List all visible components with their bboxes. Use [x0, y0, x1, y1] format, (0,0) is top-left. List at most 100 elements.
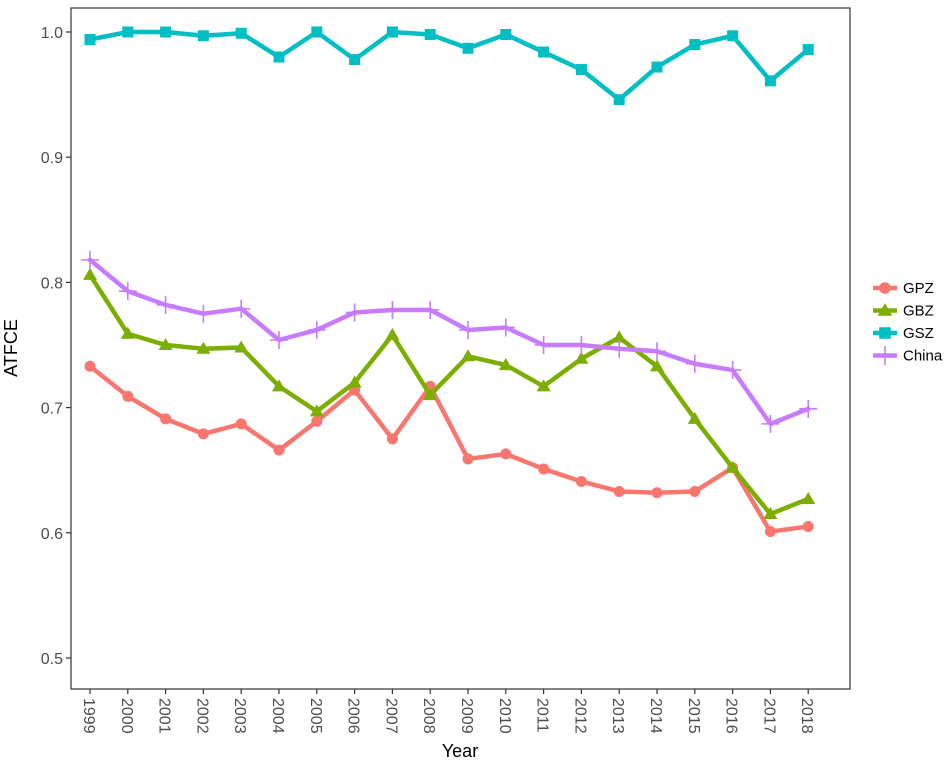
data-point-gsz	[311, 26, 323, 38]
x-axis: 1999 2000 2001 2002 2003 2004 2005 2006 2007 2008…	[80, 689, 815, 734]
x-tick-label: 2003	[231, 698, 248, 734]
series-china	[81, 250, 818, 433]
series-line-china	[87, 257, 811, 427]
series-layer	[81, 26, 818, 538]
data-point-gpz	[122, 390, 134, 402]
data-point-gbz	[650, 359, 664, 372]
data-point-china	[232, 299, 251, 318]
data-point-gsz	[122, 26, 134, 38]
data-point-gpz	[689, 485, 701, 497]
data-point-gsz	[160, 26, 172, 38]
data-point-gsz	[424, 29, 436, 41]
y-tick-label: 0.9	[41, 150, 63, 167]
x-axis-title: Year	[442, 741, 478, 761]
data-point-gsz	[613, 94, 625, 106]
y-tick-label: 0.7	[41, 401, 63, 418]
data-point-gsz	[84, 34, 96, 46]
series-line-gbz	[87, 272, 811, 517]
legend-label-gbz: GBZ	[903, 303, 934, 320]
x-tick-label: 2010	[496, 698, 513, 734]
data-point-gpz	[311, 415, 323, 427]
data-point-gbz	[272, 379, 286, 392]
data-point-gpz	[160, 413, 172, 425]
data-point-gbz	[83, 267, 97, 280]
x-tick-label: 2008	[420, 698, 437, 734]
data-point-gbz	[574, 351, 589, 364]
data-point-gbz	[498, 358, 513, 371]
data-point-gpz	[613, 485, 625, 497]
data-point-gbz	[423, 388, 438, 401]
data-point-gpz	[235, 418, 247, 430]
x-tick-label: 2016	[723, 698, 740, 734]
data-point-gbz	[801, 491, 816, 505]
x-tick-label: 2011	[534, 698, 551, 733]
x-tick-label: 1999	[80, 698, 97, 734]
data-point-gpz	[500, 448, 512, 460]
legend: GPZ GBZ GSZ China	[873, 280, 943, 365]
data-point-gpz	[538, 463, 550, 475]
data-point-gbz	[234, 340, 249, 353]
data-point-gbz	[385, 327, 400, 341]
data-point-china	[610, 339, 629, 358]
x-tick-label: 2013	[609, 698, 626, 734]
y-tick-label: 0.5	[41, 651, 63, 668]
series-gbz	[83, 267, 816, 520]
data-point-gbz	[196, 341, 211, 354]
data-point-gbz	[158, 338, 173, 351]
data-point-gpz	[273, 444, 285, 456]
data-point-china	[648, 342, 666, 361]
series-gsz	[84, 26, 814, 106]
data-point-china	[156, 295, 175, 314]
x-tick-label: 2014	[647, 698, 664, 734]
data-point-china	[534, 336, 553, 354]
data-point-gsz	[349, 54, 361, 66]
legend-key-marker	[877, 303, 893, 316]
data-point-gbz	[309, 404, 324, 417]
data-point-china	[572, 336, 591, 354]
x-tick-label: 2007	[382, 698, 399, 734]
y-axis: 0.5 0.6 0.7 0.8 0.9 1.0	[41, 25, 71, 668]
data-point-gbz	[687, 411, 702, 424]
series-line-gpz	[87, 364, 811, 534]
legend-label-gpz: GPZ	[903, 280, 934, 297]
data-point-china	[270, 330, 288, 349]
legend-label-gsz: GSZ	[903, 325, 934, 342]
data-point-gpz	[802, 521, 814, 533]
x-tick-label: 2012	[571, 698, 588, 734]
data-point-gpz	[386, 433, 398, 445]
legend-key-marker	[875, 346, 895, 365]
data-point-china	[459, 320, 477, 339]
data-point-gpz	[651, 487, 663, 499]
data-point-gsz	[538, 46, 550, 58]
y-tick-label: 1.0	[41, 25, 63, 42]
data-point-gsz	[273, 51, 285, 63]
legend-key-marker	[879, 282, 891, 294]
data-point-china	[761, 414, 780, 433]
data-point-gsz	[235, 27, 247, 39]
data-point-gsz	[197, 30, 209, 42]
data-point-gpz	[197, 428, 209, 440]
data-point-gsz	[462, 42, 474, 54]
data-point-gpz	[84, 360, 96, 372]
data-point-gbz	[536, 379, 551, 392]
data-point-china	[194, 304, 213, 323]
legend-key-marker	[879, 327, 891, 339]
data-point-gsz	[575, 64, 587, 76]
data-point-gsz	[386, 26, 398, 38]
x-tick-label: 2009	[458, 698, 475, 734]
data-point-china	[307, 320, 326, 339]
data-point-gbz	[725, 460, 740, 473]
legend-item-china: China	[873, 346, 943, 365]
data-point-china	[421, 300, 440, 319]
data-point-gsz	[764, 75, 776, 87]
x-tick-label: 2017	[760, 698, 777, 734]
data-point-china	[799, 399, 818, 418]
x-tick-label: 2004	[269, 698, 286, 734]
data-point-gpz	[764, 526, 776, 538]
data-point-china	[383, 300, 402, 319]
x-tick-label: 2005	[307, 698, 324, 734]
y-axis-title: ATFCE	[1, 319, 21, 377]
data-point-china	[81, 250, 99, 269]
data-point-gbz	[347, 375, 362, 388]
